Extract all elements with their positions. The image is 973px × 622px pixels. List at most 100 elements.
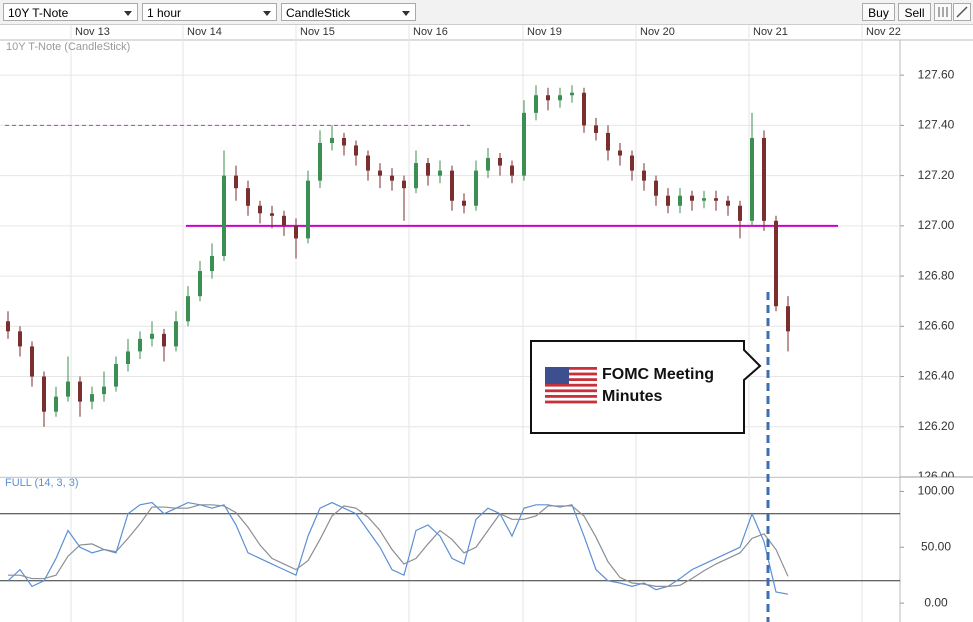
flag-stripe [545,383,597,387]
candle-body [354,145,358,156]
flag-stripe [545,378,597,381]
candle-body [270,213,274,216]
candle-body [18,331,22,347]
candle-body [222,175,226,256]
candle-body [318,142,322,181]
candle-body [762,137,766,221]
candle-body [558,95,562,101]
candle-body [750,137,754,221]
candle-body [6,321,10,332]
candle-body [126,351,130,364]
candle-body [90,394,94,402]
candle-body [414,163,418,189]
date-label: Nov 15 [300,26,335,38]
candle-body [618,150,622,156]
candle-body [42,376,46,412]
candle-body [702,198,706,201]
y-tick-label: 126.40 [918,369,955,383]
oscillator-line [7,501,789,595]
candle-body [726,200,730,206]
y-tick-label: 126.20 [918,419,955,433]
candle-body [174,321,178,347]
candle-body [210,255,214,272]
y-tick-label: 50.00 [921,539,951,553]
candle-body [330,137,334,143]
y-tick-label: 127.00 [918,218,955,232]
candle-body [258,205,262,214]
candle-body [510,165,514,176]
candle-body [390,175,394,181]
candle-body [30,346,34,377]
flag-stripe [545,400,597,404]
main-panel: 126.00 126.20 126.40 126.60 126.80 127.00 127.… [0,67,955,483]
candle-body [474,170,478,206]
candle-body [426,163,430,176]
y-tick-label: 0.00 [924,595,948,609]
buy-button[interactable]: Buy [862,3,895,21]
candle-body [138,338,142,352]
candle-body [630,155,634,171]
oscillator-line [8,504,789,587]
callout [530,340,762,434]
candle-body [102,386,106,395]
candle-body [162,333,166,347]
indicator-title: FULL (14, 3, 3) [5,477,79,489]
candle-body [738,205,742,221]
flag-stripe [545,389,597,393]
candle-body [522,112,526,176]
candle-body [150,333,154,339]
candle-body [66,381,70,397]
date-label: Nov 14 [187,26,222,38]
candle-body [402,180,406,189]
candle-body [690,195,694,201]
y-tick-label: 127.60 [918,67,955,81]
candle-body [294,225,298,239]
candle-body [582,92,586,126]
candle-body [486,158,490,171]
candle-body [606,132,610,151]
date-label: Nov 21 [753,26,788,38]
candle-body [450,170,454,201]
candle-body [306,180,310,239]
candle-body [78,381,82,402]
instrument-select[interactable]: 10Y T-Note [3,3,138,21]
flag-stripe [545,395,597,398]
candle-body [570,92,574,96]
date-label: Nov 13 [75,26,110,38]
candle-body [654,180,658,196]
candle-body [594,125,598,133]
date-label: Nov 19 [527,26,562,38]
candle-body [498,158,502,166]
candle-body [714,198,718,201]
date-label: Nov 20 [640,26,675,38]
candle-body [438,170,442,176]
candle-body [54,396,58,412]
candle-body [234,175,238,189]
candle-body [786,306,790,332]
candle-body [678,195,682,206]
draw-button[interactable] [953,3,971,21]
candle-body [114,363,118,387]
y-tick-label: 100.00 [918,484,955,498]
candle-body [198,271,202,297]
toolbar: 10Y T-Note 1 hour CandleStick Buy Sell [0,0,973,25]
y-tick-label: 127.40 [918,118,955,132]
candle-body [186,296,190,322]
y-tick-label: 126.00 [918,469,955,483]
indicator-button[interactable] [934,3,952,21]
y-tick-label: 127.20 [918,168,955,182]
candle-body [666,195,670,206]
date-axis-bg [0,25,973,40]
annotation-text: FOMC Meeting Minutes [602,366,714,405]
interval-select[interactable]: 1 hour [142,3,277,21]
candle-body [546,95,550,101]
sell-button[interactable]: Sell [898,3,931,21]
y-tick-label: 126.60 [918,318,955,332]
chart-type-select[interactable]: CandleStick [281,3,416,21]
candle-body [642,170,646,181]
y-tick-label: 126.80 [918,268,955,282]
candle-body [774,220,778,307]
candle-body [534,95,538,113]
